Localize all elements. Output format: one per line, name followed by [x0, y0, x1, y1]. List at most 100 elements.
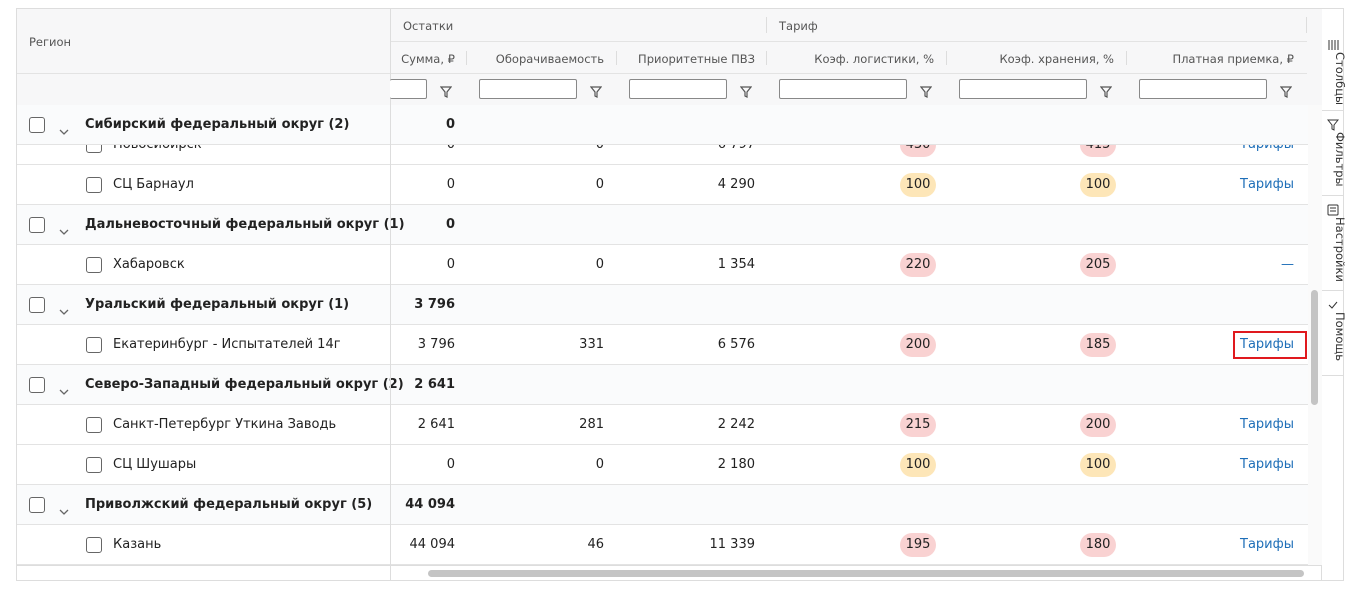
filter-icon[interactable] — [919, 83, 933, 98]
item-row: Санкт-Петербург Уткина Заводь 2 641 281 2 2… — [17, 405, 1308, 445]
group-label: Дальневосточный федеральный округ (1) — [85, 217, 405, 232]
filter-input[interactable] — [390, 79, 427, 99]
header-divider — [390, 41, 1307, 42]
tariff-link[interactable]: Тарифы — [1240, 457, 1294, 472]
tariff-link[interactable]: Тарифы — [1240, 537, 1294, 552]
group-sum: 2 641 — [414, 377, 455, 392]
row-checkbox[interactable] — [86, 257, 102, 273]
expand-chevron[interactable] — [59, 121, 69, 135]
row-checkbox[interactable] — [29, 297, 45, 313]
row-checkbox[interactable] — [29, 377, 45, 393]
filter-icon[interactable] — [589, 83, 603, 98]
group-row: Приволжский федеральный округ (5) 44 094 — [17, 485, 1308, 525]
column-header[interactable]: Коэф. логистики, % — [814, 52, 934, 66]
cell-value: 0 — [446, 257, 455, 272]
row-checkbox[interactable] — [86, 537, 102, 553]
horizontal-scroll-thumb[interactable] — [428, 570, 1304, 577]
region-label: СЦ Шушары — [113, 457, 197, 472]
scroll-thumb[interactable] — [1311, 290, 1318, 405]
side-tab[interactable]: Настройки — [1333, 217, 1347, 282]
cell-value: 0 — [446, 457, 455, 472]
column-header[interactable]: Сумма, ₽ — [401, 52, 455, 66]
tab-divider — [1322, 195, 1344, 196]
column-header[interactable]: Платная приемка, ₽ — [1172, 52, 1294, 66]
header-divider — [17, 73, 1307, 74]
region-label: СЦ Барнаул — [113, 177, 194, 192]
coefficient-badge: 100 — [1080, 173, 1116, 197]
region-header: Регион — [29, 35, 72, 49]
coefficient-badge: 205 — [1080, 253, 1116, 277]
filter-icon[interactable] — [739, 83, 753, 98]
cell-value: 2 242 — [717, 417, 755, 432]
tab-icon[interactable] — [1327, 201, 1339, 216]
highlight-box — [1233, 331, 1307, 359]
cell-value: 281 — [579, 417, 604, 432]
tariff-link[interactable]: Тарифы — [1240, 417, 1294, 432]
cell-value: 0 — [595, 257, 604, 272]
header-divider — [766, 17, 767, 33]
group-label: Сибирский федеральный округ (2) — [85, 117, 350, 132]
tariff-link[interactable]: Тарифы — [1240, 337, 1294, 352]
row-checkbox[interactable] — [86, 337, 102, 353]
tab-divider — [1322, 290, 1344, 291]
scroll-divider — [17, 565, 1322, 566]
column-divider — [946, 51, 947, 65]
coefficient-badge: 220 — [900, 253, 936, 277]
row-checkbox[interactable] — [29, 217, 45, 233]
column-divider — [466, 51, 467, 65]
cell-value: 0 — [595, 177, 604, 192]
group-header: Остатки — [403, 19, 454, 33]
filter-input[interactable] — [779, 79, 907, 99]
filter-icon[interactable] — [439, 83, 453, 98]
coefficient-badge: 215 — [900, 413, 936, 437]
filter-input[interactable] — [479, 79, 577, 99]
tariff-link[interactable]: — — [1281, 257, 1294, 272]
row-checkbox[interactable] — [29, 117, 45, 133]
group-sum: 3 796 — [414, 297, 455, 312]
tariff-link[interactable]: Тарифы — [1240, 177, 1294, 192]
column-header[interactable]: Приоритетные ПВЗ — [638, 52, 755, 66]
region-label: Казань — [113, 537, 162, 552]
group-label: Уральский федеральный округ (1) — [85, 297, 350, 312]
item-row: Казань 44 094 46 11 339 195 180 Тарифы — [17, 525, 1308, 565]
row-checkbox[interactable] — [86, 177, 102, 193]
filter-input[interactable] — [959, 79, 1087, 99]
group-sum: 0 — [445, 217, 455, 232]
cell-value: 2 180 — [717, 457, 755, 472]
group-sum: 0 — [445, 117, 455, 132]
group-label: Приволжский федеральный округ (5) — [85, 497, 373, 512]
filter-icon[interactable] — [1279, 83, 1293, 98]
filter-input[interactable] — [629, 79, 727, 99]
expand-chevron[interactable] — [59, 221, 69, 235]
side-tab[interactable]: Помощь — [1333, 312, 1347, 362]
coefficient-badge: 180 — [1080, 533, 1116, 557]
expand-chevron[interactable] — [59, 501, 69, 515]
filter-input[interactable] — [1139, 79, 1267, 99]
coefficient-badge: 185 — [1080, 333, 1116, 357]
coefficient-badge: 100 — [900, 453, 936, 477]
filter-icon[interactable] — [1099, 83, 1113, 98]
tab-icon[interactable] — [1327, 296, 1339, 309]
tab-icon[interactable] — [1327, 36, 1339, 50]
cell-value: 331 — [579, 337, 604, 352]
cell-value: 44 094 — [409, 537, 456, 552]
column-divider — [766, 51, 767, 65]
expand-chevron[interactable] — [59, 301, 69, 315]
tab-divider — [1322, 110, 1344, 111]
vertical-scrollbar[interactable] — [1308, 105, 1322, 565]
column-header[interactable]: Оборачиваемость — [495, 52, 604, 66]
side-tab[interactable]: Столбцы — [1333, 52, 1347, 106]
expand-chevron[interactable] — [59, 381, 69, 395]
side-tab[interactable]: Фильтры — [1333, 132, 1347, 187]
pinned-divider — [390, 9, 391, 581]
column-header[interactable]: Коэф. хранения, % — [999, 52, 1114, 66]
group-sum: 44 094 — [405, 497, 455, 512]
side-panel — [1322, 8, 1344, 581]
row-checkbox[interactable] — [29, 497, 45, 513]
row-checkbox[interactable] — [86, 417, 102, 433]
column-divider — [1126, 51, 1127, 65]
cell-value: 46 — [587, 537, 604, 552]
item-row: Екатеринбург - Испытателей 14г 3 796 331 6 … — [17, 325, 1308, 365]
row-checkbox[interactable] — [86, 457, 102, 473]
tab-icon[interactable] — [1326, 116, 1340, 131]
